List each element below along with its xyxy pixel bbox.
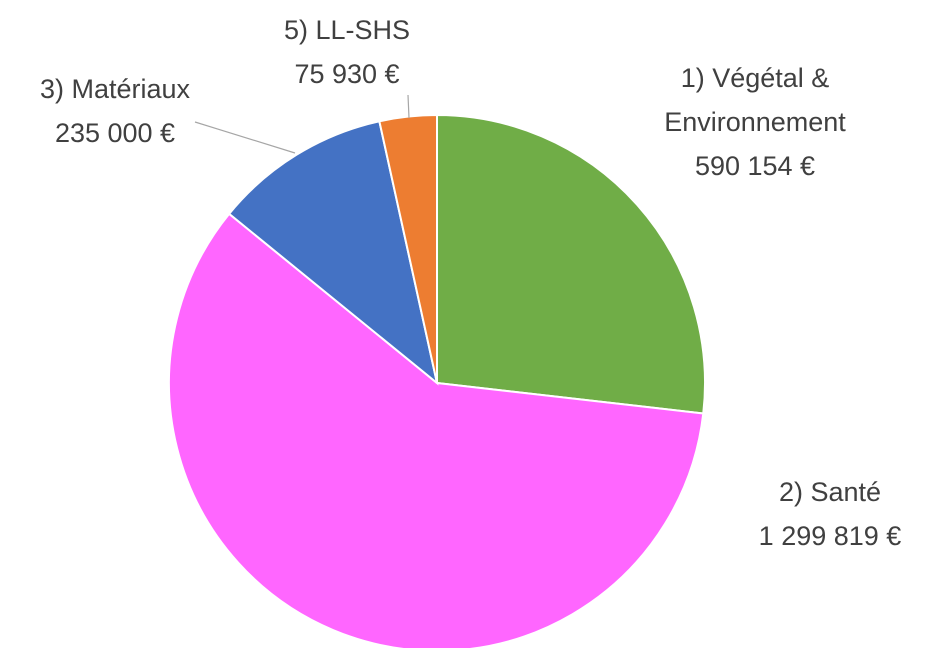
category-label: 2) Santé xyxy=(778,477,882,507)
value-label: 590 154 € xyxy=(694,151,816,181)
pie-slice xyxy=(378,113,438,384)
value-label: 75 930 € xyxy=(294,59,400,89)
leader-line xyxy=(407,94,410,119)
pie-slice xyxy=(227,120,439,386)
slice-label: 2) Santé 1 299 819 € xyxy=(735,470,925,558)
pie-slice xyxy=(168,212,705,648)
value-label: 1 299 819 € xyxy=(758,521,902,551)
slice-label: 1) Végétal & Environnement 590 154 € xyxy=(635,56,875,188)
pie-slice xyxy=(436,113,706,415)
category-label: 1) Végétal & Environnement xyxy=(664,63,846,137)
slice-label: 3) Matériaux 235 000 € xyxy=(0,67,235,155)
value-label: 235 000 € xyxy=(54,118,176,148)
slice-label: 5) LL-SHS 75 930 € xyxy=(247,8,447,96)
leader-line xyxy=(194,121,296,154)
category-label: 3) Matériaux xyxy=(39,74,191,104)
category-label: 5) LL-SHS xyxy=(283,15,411,45)
